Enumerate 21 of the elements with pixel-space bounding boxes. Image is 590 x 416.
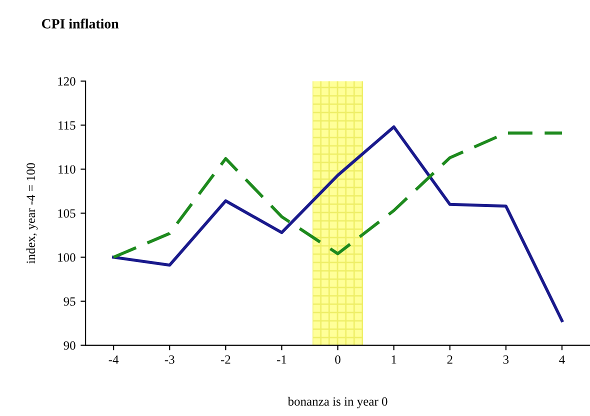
x-tick-label: -1 (276, 355, 286, 364)
x-tick-label: -3 (164, 355, 174, 364)
y-tick-label: 115 (58, 121, 76, 130)
x-tick-label: 0 (335, 355, 340, 364)
x-tick-label: 4 (559, 355, 565, 364)
x-tick-label: 1 (392, 355, 396, 364)
line-series (112, 125, 564, 322)
x-tick-label: -4 (108, 355, 119, 364)
x-axis-title: bonanza is in year 0 (288, 396, 388, 408)
x-tick-label: 2 (447, 355, 452, 364)
x-tick-label: -2 (220, 355, 230, 364)
y-tick-label: 100 (58, 253, 76, 262)
x-tick-label: 3 (503, 355, 509, 364)
y-tick-label: 110 (58, 165, 76, 174)
y-tick-label: 105 (58, 209, 76, 218)
y-axis-title: index, year -4 = 100 (26, 163, 38, 264)
y-tick-label: 120 (58, 77, 76, 86)
y-tick-label: 95 (64, 297, 76, 306)
y-tick-label: 90 (64, 341, 76, 350)
chart-title: CPI inflation (42, 18, 119, 28)
line-series (112, 132, 564, 259)
